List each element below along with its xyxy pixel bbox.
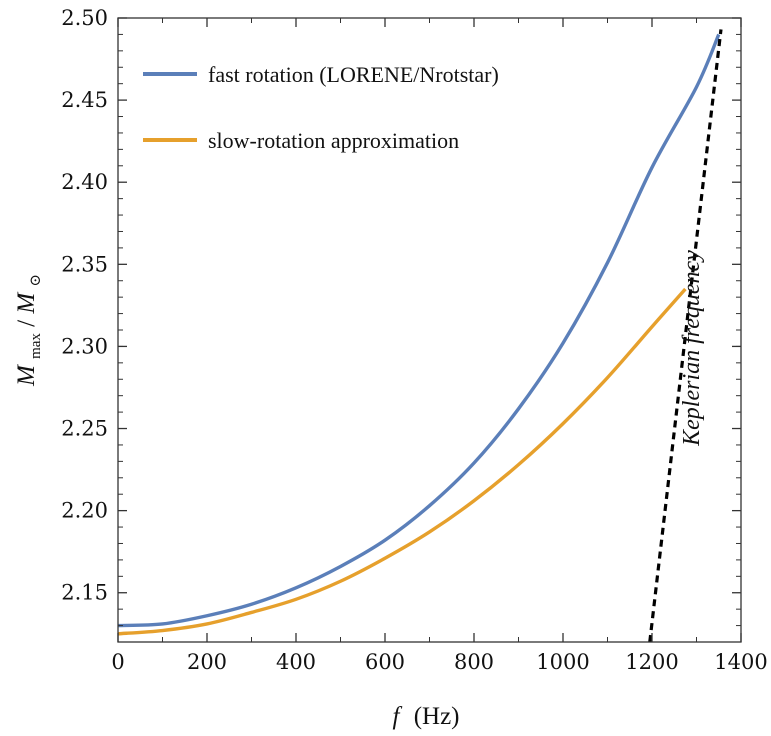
y-tick-label: 2.20 [61, 499, 108, 523]
x-tick-label: 1000 [536, 650, 589, 674]
y-tick-label: 2.50 [61, 6, 108, 30]
y-axis-sep: / [13, 320, 40, 327]
y-tick-label: 2.35 [61, 252, 108, 276]
x-tick-label: 0 [111, 650, 124, 674]
legend-label-slow: slow-rotation approximation [208, 128, 459, 153]
legend-label-fast: fast rotation (LORENE/Nrotstar) [208, 62, 499, 87]
fast-rotation-line [117, 33, 721, 628]
keplerian-annotation: Keplerian frequency [679, 250, 705, 447]
keplerian-frequency-line [648, 29, 723, 643]
y-tick-label: 2.45 [61, 88, 108, 112]
y-axis-den-sub: ⊙ [28, 274, 44, 287]
y-axis-main: M [13, 364, 40, 387]
y-axis-ticks: 2.15 2.20 2.25 2.30 2.35 2.40 2.45 2.50 [61, 6, 741, 643]
y-axis-title: M max / M ⊙ [13, 274, 46, 387]
x-axis-var: f [392, 703, 402, 730]
y-tick-label: 2.40 [61, 170, 108, 194]
x-axis-unit: (Hz) [414, 703, 460, 730]
x-tick-label: 400 [276, 650, 316, 674]
x-tick-label: 600 [365, 650, 405, 674]
slow-rotation-line [117, 287, 687, 636]
x-tick-label: 200 [187, 650, 227, 674]
x-axis-ticks: 0 200 400 600 800 1000 1200 1400 [111, 18, 768, 674]
x-tick-label: 800 [454, 650, 494, 674]
y-axis-sub: max [28, 333, 44, 359]
y-tick-label: 2.15 [61, 581, 108, 605]
y-axis-den: M [13, 292, 40, 315]
plot-lines [117, 29, 723, 643]
y-tick-label: 2.25 [61, 417, 108, 441]
x-axis-title: f (Hz) [392, 703, 459, 730]
x-tick-label: 1400 [714, 650, 767, 674]
y-tick-label: 2.30 [61, 334, 108, 358]
x-tick-label: 1200 [625, 650, 678, 674]
legend: fast rotation (LORENE/Nrotstar) slow-rot… [143, 62, 499, 153]
